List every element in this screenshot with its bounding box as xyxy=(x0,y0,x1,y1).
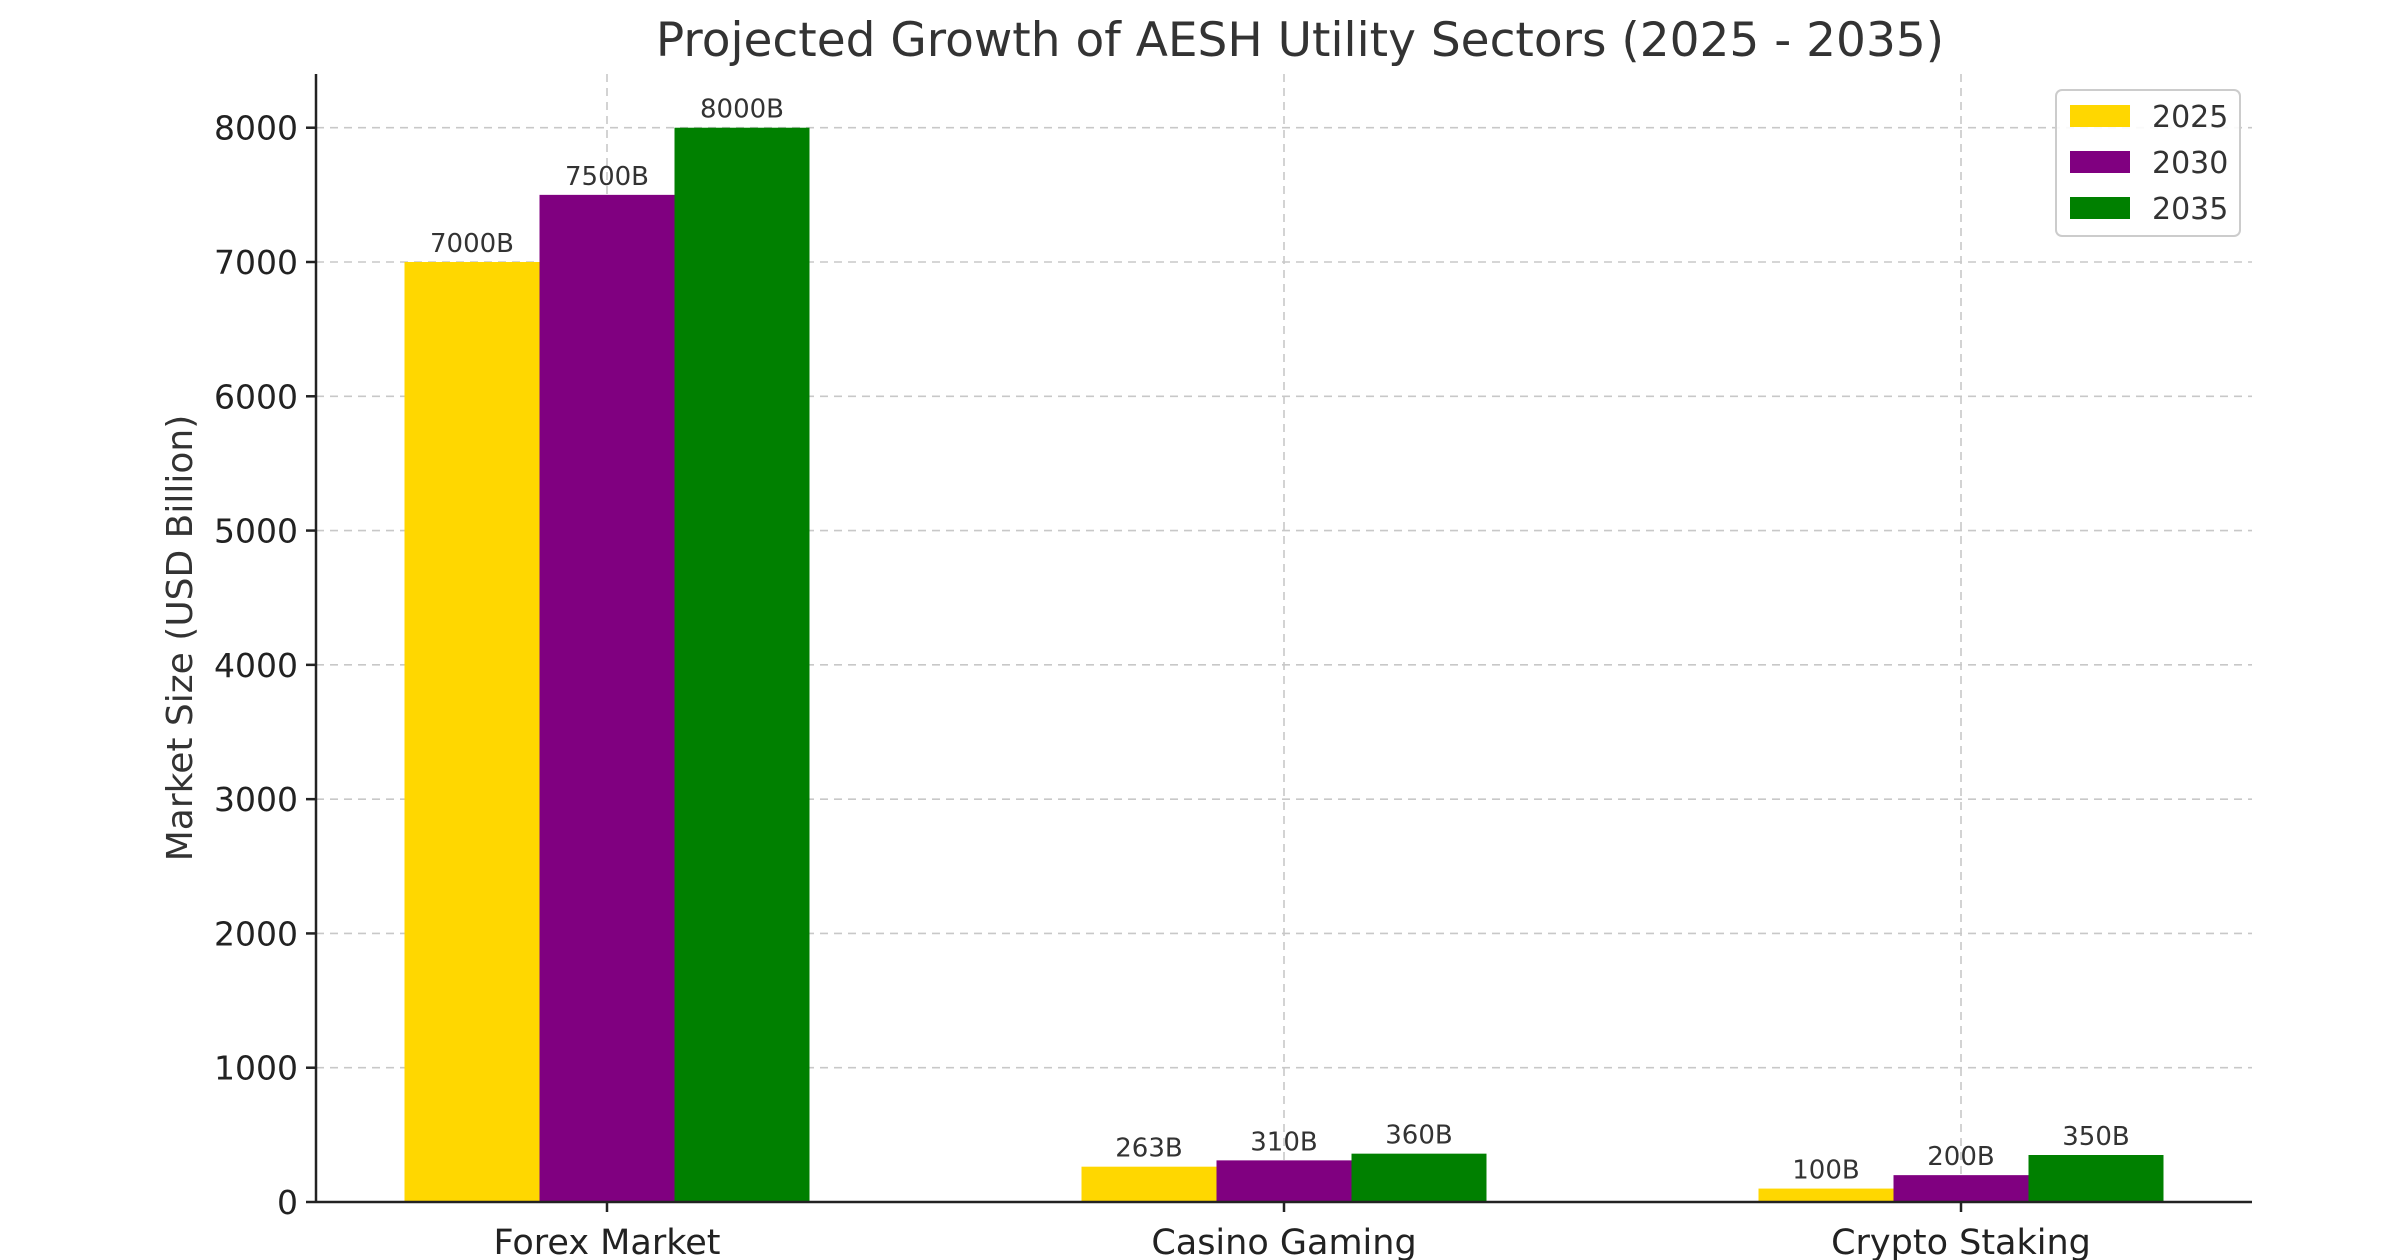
bar-2025-crypto-staking xyxy=(1758,1188,1894,1202)
x-tick-label: Casino Gaming xyxy=(1151,1223,1416,1260)
y-tick-label: 5000 xyxy=(214,512,298,551)
bar-2025-casino-gaming xyxy=(1081,1166,1217,1202)
bar-2035-casino-gaming xyxy=(1351,1153,1487,1202)
y-tick-labels: 0 1000 2000 3000 4000 5000 6000 7000 8000 xyxy=(214,109,316,1222)
data-label: 7500B xyxy=(565,162,649,192)
legend-entry: 2035 xyxy=(2152,192,2228,227)
y-tick-label: 1000 xyxy=(214,1049,298,1088)
y-tick-label: 6000 xyxy=(214,377,298,416)
y-tick-label: 7000 xyxy=(214,243,298,282)
y-tick-label: 8000 xyxy=(214,109,298,148)
y-axis-label: Market Size (USD Billion) xyxy=(160,415,201,862)
bar-2035-forex-market xyxy=(674,127,810,1203)
data-label: 310B xyxy=(1250,1127,1317,1157)
bar-2030-casino-gaming xyxy=(1216,1160,1352,1202)
data-label: 200B xyxy=(1927,1142,1994,1172)
bars xyxy=(404,127,2164,1203)
data-label: 263B xyxy=(1115,1134,1182,1164)
data-label: 8000B xyxy=(700,95,784,125)
y-tick-label: 4000 xyxy=(214,646,298,685)
legend-swatch xyxy=(2070,151,2130,173)
y-tick-label: 0 xyxy=(277,1183,298,1222)
bar-2030-crypto-staking xyxy=(1893,1175,2029,1202)
legend-swatch xyxy=(2070,105,2130,127)
legend-swatch xyxy=(2070,197,2130,219)
x-tick-label: Crypto Staking xyxy=(1831,1223,2091,1260)
data-label: 350B xyxy=(2062,1122,2129,1152)
x-tick-label: Forex Market xyxy=(494,1223,721,1260)
x-tick-labels: Forex Market Casino Gaming Crypto Staking xyxy=(494,1202,2091,1260)
y-tick-label: 2000 xyxy=(214,914,298,953)
data-label: 7000B xyxy=(430,229,514,259)
data-label: 360B xyxy=(1385,1121,1452,1151)
chart-title: Projected Growth of AESH Utility Sectors… xyxy=(656,13,1944,68)
legend-entry: 2025 xyxy=(2152,100,2228,135)
value-labels: 7000B 263B 100B 7500B 310B 200B 8000B 360B 350B xyxy=(430,95,2130,1186)
legend-entry: 2030 xyxy=(2152,146,2228,181)
bar-2035-crypto-staking xyxy=(2028,1155,2164,1202)
bar-2025-forex-market xyxy=(404,262,540,1202)
bar-2030-forex-market xyxy=(539,194,675,1202)
y-tick-label: 3000 xyxy=(214,780,298,819)
data-label: 100B xyxy=(1792,1156,1859,1186)
legend: 2025 2030 2035 xyxy=(2055,89,2241,237)
